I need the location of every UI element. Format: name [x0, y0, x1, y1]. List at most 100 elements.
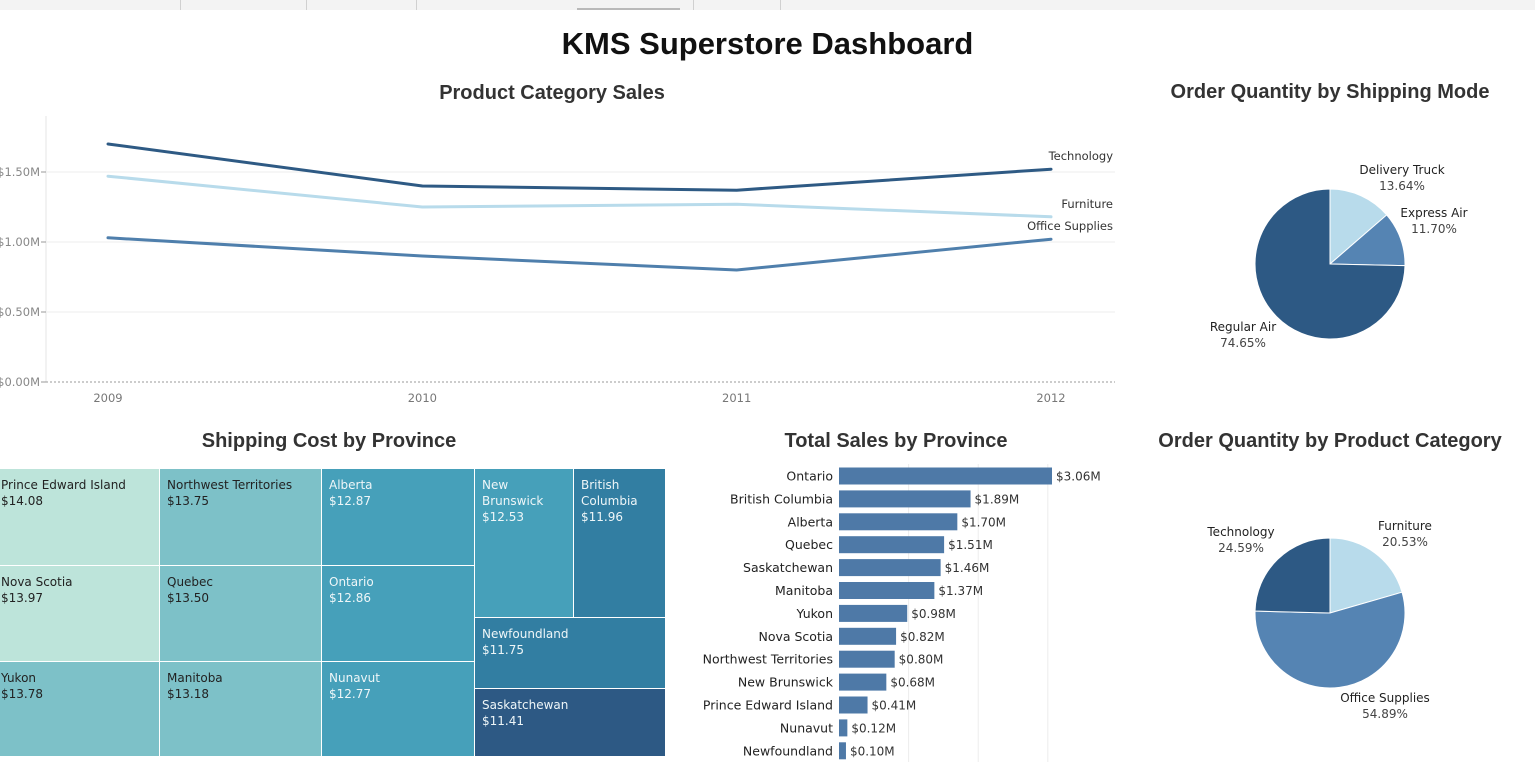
product-category-title: Order Quantity by Product Category — [1158, 430, 1502, 452]
treemap-cell-ontario[interactable]: Ontario $12.86 — [322, 566, 475, 662]
treemap-shipping-cost: $11.41 — [482, 714, 524, 728]
treemap-province-name: Saskatchewan — [482, 698, 569, 712]
toolbar-divider — [693, 0, 694, 10]
slice-percent-office-supplies: 54.89% — [1362, 707, 1408, 721]
slice-name-office-supplies: Office Supplies — [1340, 691, 1430, 705]
series-line-office-supplies — [106, 236, 1053, 272]
slice-percent-technology: 24.59% — [1218, 541, 1264, 555]
treemap-shipping-cost: $12.86 — [329, 591, 371, 605]
treemap-title: Shipping Cost by Province — [201, 430, 457, 452]
series-line-furniture — [106, 174, 1053, 219]
bar-quebec — [839, 536, 945, 554]
treemap-cell-northwest-territories[interactable]: Northwest Territories $13.75 — [160, 469, 322, 566]
treemap-cell-yukon[interactable]: Yukon $13.78 — [0, 662, 160, 757]
slice-percent-delivery-truck: 13.64% — [1379, 179, 1425, 193]
bar-value-label: $1.89M — [975, 492, 1020, 506]
treemap-province-name: Northwest Territories — [167, 478, 293, 492]
toolbar-divider — [180, 0, 181, 10]
active-tab-indicator[interactable] — [577, 8, 680, 10]
bar-category-label: Ontario — [786, 469, 833, 484]
bar-nova-scotia — [839, 627, 897, 645]
bar-value-label: $0.68M — [890, 676, 935, 690]
bar-category-label: Nunavut — [780, 720, 833, 735]
shipping-cost-treemap[interactable]: Prince Edward Island $14.08 Nova Scotia $13… — [0, 469, 666, 757]
bar-value-label: $0.12M — [851, 721, 896, 735]
bar-nunavut — [839, 719, 848, 737]
treemap-cell-prince-edward-island[interactable]: Prince Edward Island $14.08 — [0, 469, 160, 566]
treemap-province-name: Prince Edward Island — [1, 478, 126, 492]
treemap-province-name: New Brunswick — [482, 478, 544, 508]
bar-category-label: Nova Scotia — [758, 629, 833, 644]
shipping-mode-title: Order Quantity by Shipping Mode — [1170, 81, 1490, 103]
toolbar-divider — [780, 0, 781, 10]
bar-value-label: $0.80M — [899, 653, 944, 667]
bar-alberta — [839, 513, 958, 531]
dashboard-title: KMS Superstore Dashboard — [561, 26, 974, 61]
bar-value-label: $0.10M — [850, 744, 895, 758]
toolbar-divider — [416, 0, 417, 10]
slice-percent-furniture: 20.53% — [1382, 535, 1428, 549]
treemap-cell-manitoba[interactable]: Manitoba $13.18 — [160, 662, 322, 757]
y-tick-label: $0.00M — [0, 375, 40, 389]
treemap-shipping-cost: $13.97 — [1, 591, 43, 605]
bar-category-label: Alberta — [788, 514, 833, 529]
treemap-province-name: Alberta — [329, 478, 373, 492]
treemap-shipping-cost: $13.78 — [1, 687, 43, 701]
x-tick-label: 2010 — [408, 391, 437, 405]
product-category-pie[interactable]: Furniture 20.53% Office Supplies 54.89% Tech… — [1130, 460, 1530, 760]
bar-value-label: $1.70M — [961, 515, 1006, 529]
bar-category-label: Saskatchewan — [743, 560, 833, 575]
bar-category-label: Prince Edward Island — [703, 698, 833, 713]
line-chart-title: Product Category Sales — [439, 82, 665, 104]
treemap-shipping-cost: $12.87 — [329, 494, 371, 508]
bar-category-label: Newfoundland — [743, 743, 833, 758]
slice-percent-regular-air: 74.65% — [1220, 336, 1266, 350]
x-tick-label: 2009 — [93, 391, 122, 405]
treemap-province-name: Nova Scotia — [1, 575, 73, 589]
treemap-province-name: British Columbia — [581, 478, 638, 508]
slice-name-technology: Technology — [1206, 525, 1274, 539]
treemap-cell-british-columbia[interactable]: British Columbia $11.96 — [574, 469, 666, 618]
treemap-shipping-cost: $13.18 — [167, 687, 209, 701]
treemap-province-name: Manitoba — [167, 671, 223, 685]
treemap-cell-alberta[interactable]: Alberta $12.87 — [322, 469, 475, 566]
shipping-mode-pie[interactable]: Delivery Truck 13.64% Express Air 11.70% Reg… — [1130, 110, 1530, 410]
slice-name-express-air: Express Air — [1400, 206, 1467, 220]
treemap-cell-new-brunswick[interactable]: New Brunswick $12.53 — [475, 469, 574, 618]
bar-chart-title: Total Sales by Province — [784, 430, 1008, 452]
bar-yukon — [839, 604, 908, 622]
bar-value-label: $0.82M — [900, 630, 945, 644]
treemap-cell-nunavut[interactable]: Nunavut $12.77 — [322, 662, 475, 757]
line-chart[interactable]: $0.00M $0.50M $1.00M $1.50M 2009 2010 2011 2012… — [0, 110, 1120, 410]
y-tick-label: $1.00M — [0, 235, 40, 249]
treemap-shipping-cost: $12.77 — [329, 687, 371, 701]
bar-northwest-territories — [839, 650, 895, 668]
bar-british-columbia — [839, 490, 971, 508]
bar-value-label: $0.98M — [911, 607, 956, 621]
treemap-shipping-cost: $13.75 — [167, 494, 209, 508]
bar-category-label: British Columbia — [730, 491, 833, 506]
bar-value-label: $3.06M — [1056, 470, 1101, 484]
treemap-shipping-cost: $12.53 — [482, 510, 524, 524]
series-label-furniture: Furniture — [1061, 197, 1113, 211]
bar-newfoundland — [839, 742, 846, 760]
treemap-shipping-cost: $11.75 — [482, 643, 524, 657]
treemap-shipping-cost: $14.08 — [1, 494, 43, 508]
treemap-cell-newfoundland[interactable]: Newfoundland $11.75 — [475, 618, 666, 689]
bar-value-label: $1.46M — [945, 561, 990, 575]
series-line-technology — [106, 142, 1053, 192]
x-tick-label: 2012 — [1036, 391, 1065, 405]
treemap-province-name: Ontario — [329, 575, 374, 589]
sales-bar-chart[interactable]: Ontario $3.06M British Columbia $1.89M Alber… — [680, 460, 1130, 762]
series-label-technology: Technology — [1048, 149, 1114, 163]
y-tick-label: $0.50M — [0, 305, 40, 319]
treemap-cell-quebec[interactable]: Quebec $13.50 — [160, 566, 322, 662]
bar-category-label: Manitoba — [775, 583, 833, 598]
pie-slice-delivery-truck — [1329, 188, 1388, 266]
slice-name-delivery-truck: Delivery Truck — [1359, 163, 1444, 177]
bar-value-label: $1.37M — [938, 584, 983, 598]
treemap-cell-saskatchewan[interactable]: Saskatchewan $11.41 — [475, 689, 666, 757]
bar-category-label: New Brunswick — [738, 675, 834, 690]
series-label-office-supplies: Office Supplies — [1027, 219, 1113, 233]
treemap-cell-nova-scotia[interactable]: Nova Scotia $13.97 — [0, 566, 160, 662]
